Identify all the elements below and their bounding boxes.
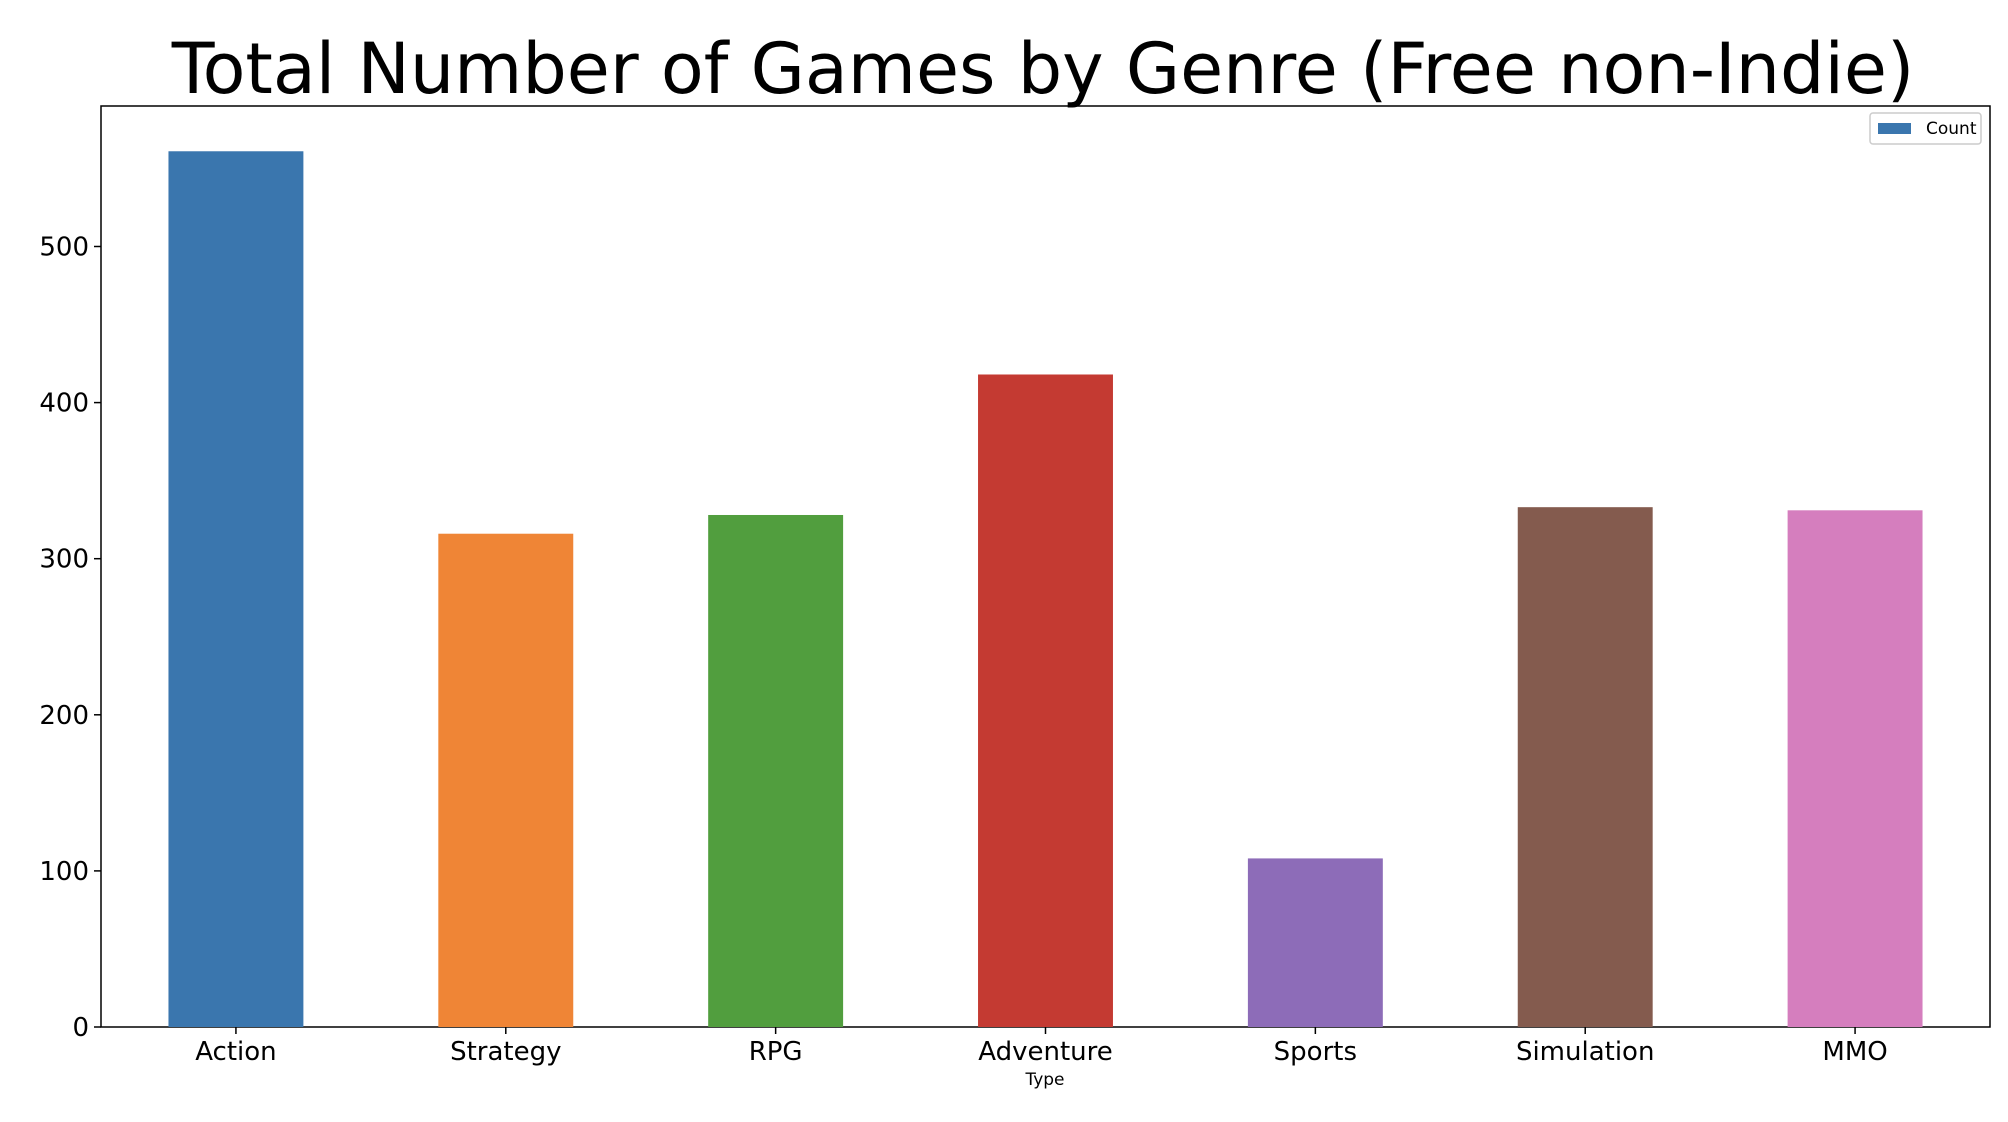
legend-box [1869, 112, 1982, 145]
legend: Count [1869, 112, 1982, 145]
bar-rpg [708, 514, 844, 1027]
bar-strategy [438, 533, 574, 1027]
y-tick-label: 100 [39, 857, 89, 887]
chart-title: Total Number of Games by Genre (Free non… [171, 28, 1915, 110]
x-axis-label: Type [1024, 1070, 1064, 1090]
bar-sports [1247, 858, 1383, 1027]
y-tick-label: 0 [72, 1013, 89, 1043]
legend-label: Count [1926, 119, 1977, 139]
x-tick-label: MMO [1822, 1037, 1887, 1067]
bar-action [168, 151, 304, 1028]
bar-simulation [1517, 507, 1653, 1027]
x-tick-label: Simulation [1516, 1037, 1655, 1067]
y-tick-label: 500 [39, 232, 89, 262]
x-tick-label: Action [195, 1037, 276, 1067]
legend-swatch [1878, 123, 1911, 134]
y-tick-label: 300 [39, 545, 89, 575]
x-tick-label: Sports [1274, 1037, 1357, 1067]
y-tick-label: 200 [39, 701, 89, 731]
bar-mmo [1787, 510, 1923, 1028]
y-axis: 0 100 200 300 400 500 [39, 232, 101, 1043]
x-tick-label: Adventure [978, 1037, 1112, 1067]
x-axis: Action Strategy RPG Adventure Sports Simulati… [195, 1027, 1888, 1067]
bars-group [168, 151, 1923, 1028]
y-tick-label: 400 [39, 389, 89, 419]
bar-adventure [978, 374, 1113, 1028]
x-tick-label: RPG [749, 1037, 803, 1067]
x-tick-label: Strategy [450, 1037, 561, 1067]
